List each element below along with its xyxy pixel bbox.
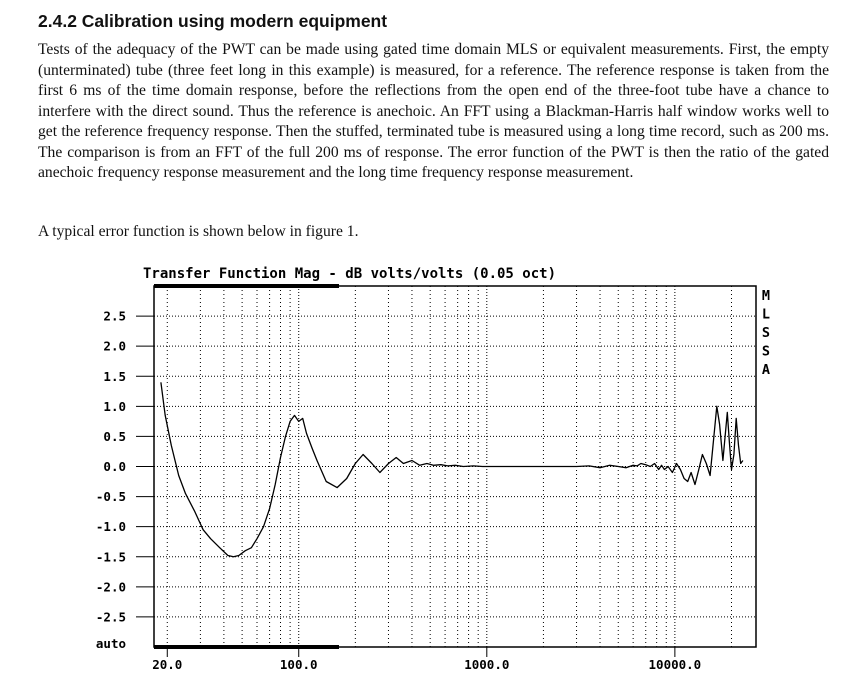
y-tick-label: -1.5 xyxy=(96,549,126,564)
body-paragraph: Tests of the adequacy of the PWT can be … xyxy=(38,41,829,181)
y-tick-label: -2.0 xyxy=(96,579,126,594)
y-tick-label: 1.5 xyxy=(103,369,126,384)
series-line xyxy=(160,382,744,558)
grid-layer xyxy=(154,286,756,647)
marks-layer xyxy=(154,284,744,649)
chart-title: Transfer Function Mag - dB volts/volts (… xyxy=(143,266,556,282)
side-label-letter: S xyxy=(762,344,770,360)
section-heading: 2.4.2 Calibration using modern equipment xyxy=(38,11,388,31)
y-tick-label: -2.5 xyxy=(96,609,126,624)
y-tick-label: -0.5 xyxy=(96,489,126,504)
y-tick-label: 0.5 xyxy=(103,429,126,444)
side-label-letter: A xyxy=(762,362,770,378)
x-tick-label: 20.0 xyxy=(152,657,182,672)
x-tick-label: 1000.0 xyxy=(464,657,509,672)
y-tick-label: -1.0 xyxy=(96,519,126,534)
y-tick-label: 0.0 xyxy=(103,459,126,474)
y-tick-label: 2.0 xyxy=(103,339,126,354)
y-tick-label: 1.0 xyxy=(103,399,126,414)
x-tick-label: 100.0 xyxy=(280,657,318,672)
side-label-letter: M xyxy=(762,288,770,304)
side-label-letter: S xyxy=(762,325,770,341)
side-label-letter: L xyxy=(762,307,770,323)
figure-intro: A typical error function is shown below … xyxy=(38,223,359,240)
y-tick-label: 2.5 xyxy=(103,309,126,324)
y-auto-label: auto xyxy=(96,636,126,651)
x-tick-labels: 20.0 100.0 1000.0 10000.0 xyxy=(152,647,701,672)
x-tick-label: 10000.0 xyxy=(649,657,702,672)
y-tick-labels: 2.5 2.0 1.5 1.0 0.5 0.0 -0.5 -1.0 -1.5 -2.0 -2.5 xyxy=(96,309,154,624)
